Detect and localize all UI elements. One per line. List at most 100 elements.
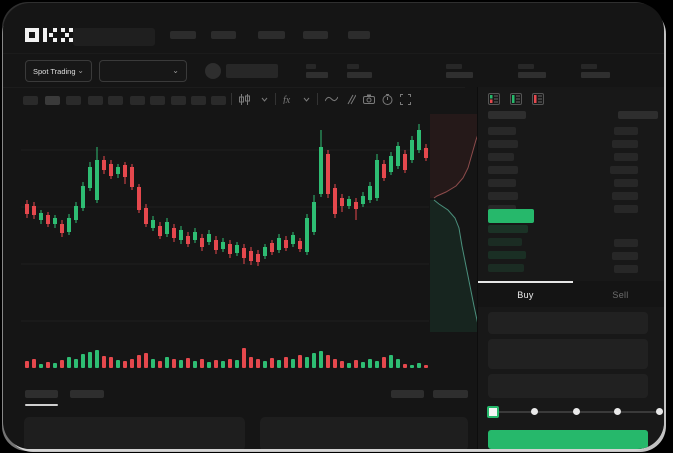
nav-item-placeholder[interactable] [303,31,328,39]
ask-size-placeholder [614,179,638,187]
market-type-label: Spot Trading [33,66,76,76]
interval-button[interactable] [211,96,226,105]
chevron-down-icon: ⌄ [172,66,179,75]
volume-chart [25,348,428,368]
candlestick-chart[interactable] [21,114,429,332]
divider [275,93,276,105]
nav-item-placeholder[interactable] [348,31,370,39]
bottom-panel-placeholder [24,417,245,449]
order-input-placeholder[interactable] [488,339,648,369]
sell-label: Sell [612,290,629,300]
interval-button[interactable] [191,96,206,105]
interval-button[interactable] [66,96,81,105]
ask-size-placeholder [612,192,638,200]
bid-size-placeholder [612,252,638,260]
stat-label-placeholder [306,64,316,69]
bid-row-placeholder [488,264,524,272]
stat-value-placeholder [446,72,473,78]
pair-name-placeholder [226,64,278,78]
slider-handle[interactable] [487,406,499,418]
ask-size-placeholder [614,127,638,135]
depth-overlay [430,114,481,332]
orderbook-asks-icon[interactable] [532,92,544,105]
orderbook-bids-icon[interactable] [510,92,522,105]
chevron-down-icon[interactable] [261,97,268,102]
tab-buy[interactable]: Buy [478,281,573,307]
stat-label-placeholder [347,64,359,69]
ask-size-placeholder [610,166,638,174]
chevron-down-icon[interactable] [303,97,310,102]
order-input-placeholder[interactable] [488,374,648,398]
svg-text:fx: fx [283,95,291,104]
line-tool-icon[interactable] [325,95,338,103]
stat-label-placeholder [581,64,597,69]
coin-icon [205,63,221,79]
ask-row-placeholder [488,192,518,200]
bid-row-placeholder [488,238,522,246]
bid-row-placeholder [488,225,528,233]
interval-button[interactable] [130,96,145,105]
bottom-tab[interactable] [433,390,468,398]
pair-dropdown[interactable]: ⌄ [99,60,187,82]
order-input-placeholder[interactable] [488,312,648,334]
fullscreen-icon[interactable] [400,93,411,105]
ask-row-placeholder [488,179,516,187]
slider-stop[interactable] [655,408,663,415]
stat-label-placeholder [518,64,534,69]
divider [317,93,318,105]
timer-icon[interactable] [382,93,393,105]
buy-submit-button[interactable] [488,430,648,449]
slider-stop[interactable] [614,408,621,415]
ask-row-placeholder [488,153,514,161]
order-side-tabs: Buy Sell [478,281,664,307]
candle-style-icon[interactable] [239,93,254,105]
chevron-down-icon: ⌄ [77,66,84,75]
ask-row-placeholder [488,166,518,174]
interval-button[interactable] [23,96,38,105]
search-bar[interactable] [73,28,155,46]
ask-row-placeholder [488,140,518,148]
bottom-panel-placeholder [260,417,468,449]
market-type-dropdown[interactable]: Spot Trading ⌄ [25,60,92,82]
interval-button[interactable] [88,96,103,105]
interval-button[interactable] [45,96,60,105]
slider-stop[interactable] [572,408,580,415]
ask-row-placeholder [488,127,516,135]
chart-tools: fx [231,92,411,106]
camera-icon[interactable] [363,94,375,104]
bottom-tab[interactable] [25,390,58,398]
interval-button[interactable] [108,96,123,105]
bid-row-placeholder [488,251,526,259]
compare-icon[interactable] [345,94,356,105]
stat-value-placeholder [518,72,546,78]
marketbar-divider [3,87,465,88]
indicators-fx-icon[interactable]: fx [283,94,296,104]
ask-size-placeholder [614,205,638,213]
bottom-tab[interactable] [391,390,424,398]
header-divider [3,53,664,54]
nav-item-placeholder[interactable] [258,31,285,39]
bid-size-placeholder [614,239,638,247]
active-tab-indicator [25,404,58,406]
orderbook-col-header [618,111,658,119]
bid-size-placeholder [614,265,638,273]
last-price-badge [488,209,534,223]
ask-size-placeholder [612,140,638,148]
orderbook-combined-icon[interactable] [488,92,500,105]
orderbook-col-header [488,111,526,119]
stat-value-placeholder [581,72,610,78]
stat-label-placeholder [446,64,462,69]
okx-logo [25,28,73,42]
buy-label: Buy [517,290,534,300]
divider [231,93,232,105]
ask-size-placeholder [614,153,638,161]
bottom-tab[interactable] [70,390,104,398]
nav-item-placeholder[interactable] [211,31,236,39]
interval-button[interactable] [150,96,165,105]
slider-stop[interactable] [531,408,538,415]
interval-button[interactable] [171,96,186,105]
nav-item-placeholder[interactable] [170,31,196,39]
stat-value-placeholder [306,72,328,78]
trade-sidebar: Buy Sell [477,87,664,449]
tab-sell[interactable]: Sell [573,281,664,307]
